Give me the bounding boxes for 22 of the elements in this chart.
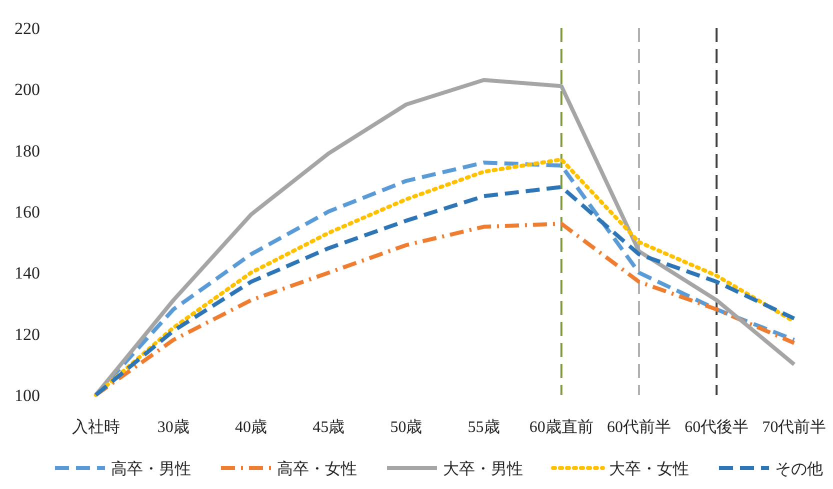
x-tick-label: 60代前半 [607,418,671,436]
y-tick-label: 180 [14,141,40,160]
y-tick-label: 140 [14,264,40,283]
y-tick-label: 100 [14,386,40,405]
y-tick-label: 200 [14,80,40,100]
x-tick-label: 入社時 [72,418,120,436]
y-tick-label: 160 [14,202,40,222]
y-tick-label: 120 [14,324,40,344]
legend-label: 高卒・男性 [111,460,191,478]
legend-label: その他 [775,461,823,478]
x-tick-label: 60歳直前 [529,418,594,436]
legend-label: 高卒・女性 [277,460,357,478]
x-tick-label: 50歳 [390,418,422,436]
x-tick-label: 40歳 [235,418,267,436]
x-tick-label: 70代前半 [762,418,826,436]
x-tick-label: 30歳 [157,418,190,436]
legend-label: 大卒・女性 [609,460,689,478]
x-tick-label: 55歳 [468,418,500,436]
legend-label: 大卒・男性 [443,460,523,478]
x-tick-label: 60代後半 [684,418,749,436]
x-tick-label: 45歳 [312,418,345,436]
y-tick-label: 220 [14,19,40,38]
